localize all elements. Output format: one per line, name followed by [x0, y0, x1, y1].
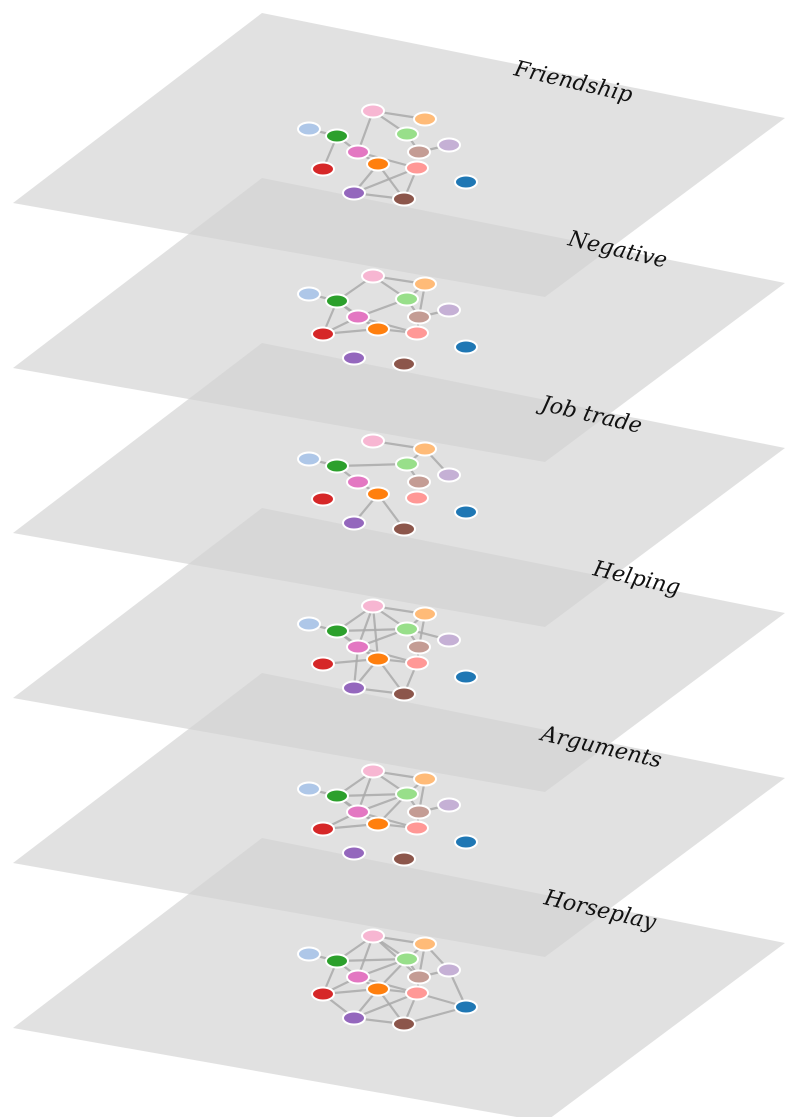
edge-n11-n13 [353, 991, 418, 1020]
node-n10 [366, 816, 390, 832]
node-n12 [454, 999, 478, 1015]
node-n4 [325, 788, 349, 804]
node-n11 [405, 160, 429, 176]
network-arguments [297, 763, 478, 867]
node-n1 [361, 928, 385, 944]
node-n4 [325, 293, 349, 309]
node-n14 [392, 851, 416, 867]
node-n12 [454, 834, 478, 850]
node-n11 [405, 655, 429, 671]
node-n8 [437, 302, 461, 318]
node-n4 [325, 953, 349, 969]
node-n8 [437, 797, 461, 813]
node-n2 [413, 441, 437, 457]
node-n12 [454, 504, 478, 520]
node-n4 [325, 128, 349, 144]
node-n13 [342, 185, 366, 201]
node-n6 [346, 969, 370, 985]
edge-n1-n10 [371, 605, 380, 660]
node-n13 [342, 1010, 366, 1026]
node-n10 [366, 156, 390, 172]
node-n3 [297, 121, 321, 137]
node-n10 [366, 321, 390, 337]
network-helping [297, 598, 478, 702]
node-n7 [407, 804, 431, 820]
node-n9 [311, 326, 335, 342]
node-n9 [311, 986, 335, 1002]
network-friendship [297, 103, 478, 207]
node-n13 [342, 350, 366, 366]
node-n14 [392, 356, 416, 372]
node-n3 [297, 286, 321, 302]
node-n1 [361, 103, 385, 119]
node-n13 [342, 680, 366, 696]
node-n9 [311, 821, 335, 837]
network-negative [297, 268, 478, 372]
node-n11 [405, 490, 429, 506]
node-n5 [395, 126, 419, 142]
node-n3 [297, 616, 321, 632]
node-n5 [395, 951, 419, 967]
node-n6 [346, 474, 370, 490]
node-n3 [297, 781, 321, 797]
node-n13 [342, 845, 366, 861]
node-n14 [392, 1016, 416, 1032]
node-n4 [325, 623, 349, 639]
node-n1 [361, 433, 385, 449]
node-n2 [413, 276, 437, 292]
node-n6 [346, 639, 370, 655]
node-n8 [437, 467, 461, 483]
node-n1 [361, 763, 385, 779]
node-n2 [413, 771, 437, 787]
node-n10 [366, 981, 390, 997]
node-n7 [407, 474, 431, 490]
node-n4 [325, 458, 349, 474]
node-n2 [413, 936, 437, 952]
node-n7 [407, 639, 431, 655]
node-n5 [395, 621, 419, 637]
node-n9 [311, 656, 335, 672]
plane-horseplay [13, 838, 785, 1117]
node-n5 [395, 786, 419, 802]
node-n12 [454, 174, 478, 190]
node-n7 [407, 309, 431, 325]
node-n1 [361, 268, 385, 284]
node-n2 [413, 111, 437, 127]
node-n7 [407, 144, 431, 160]
node-n10 [366, 651, 390, 667]
node-n9 [311, 161, 335, 177]
node-n14 [392, 521, 416, 537]
node-n6 [346, 804, 370, 820]
edge-n11-n13 [353, 166, 418, 195]
node-n8 [437, 632, 461, 648]
layer-networks [297, 103, 478, 1032]
node-n6 [346, 144, 370, 160]
node-n14 [392, 191, 416, 207]
node-n8 [437, 137, 461, 153]
layer-planes [13, 13, 785, 1117]
network-job-trade [297, 433, 478, 537]
node-n13 [342, 515, 366, 531]
node-n6 [346, 309, 370, 325]
node-n14 [392, 686, 416, 702]
node-n10 [366, 486, 390, 502]
node-n5 [395, 456, 419, 472]
node-n11 [405, 985, 429, 1001]
node-n3 [297, 451, 321, 467]
node-n12 [454, 339, 478, 355]
network-horseplay [297, 928, 478, 1032]
node-n7 [407, 969, 431, 985]
node-n11 [405, 820, 429, 836]
node-n2 [413, 606, 437, 622]
node-n9 [311, 491, 335, 507]
node-n11 [405, 325, 429, 341]
node-n5 [395, 291, 419, 307]
node-n12 [454, 669, 478, 685]
node-n8 [437, 962, 461, 978]
node-n3 [297, 946, 321, 962]
node-n1 [361, 598, 385, 614]
